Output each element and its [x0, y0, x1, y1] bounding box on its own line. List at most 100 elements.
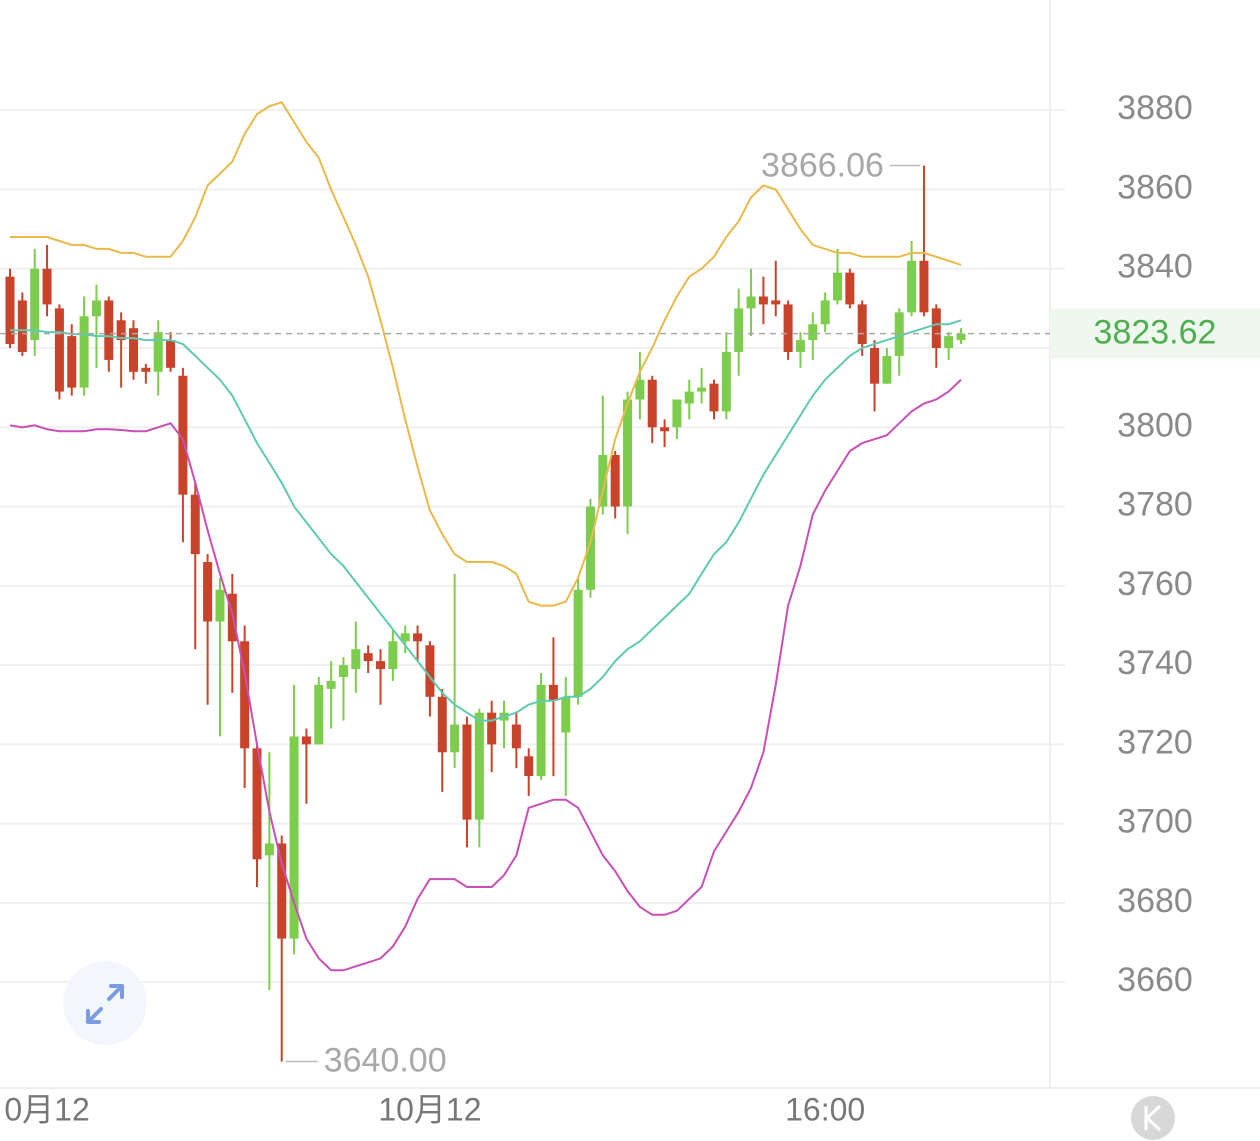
candle-body [30, 268, 40, 341]
candle-body [79, 316, 89, 388]
y-tick-label: 3680 [1117, 882, 1193, 920]
y-tick-label: 3720 [1117, 723, 1193, 761]
candle-body [672, 399, 682, 428]
y-tick-label: 3880 [1117, 89, 1193, 127]
x-tick-label: 0月12 [4, 1091, 89, 1127]
candle-body [635, 379, 645, 400]
candle-body [771, 300, 781, 305]
candle-body [474, 712, 484, 820]
candle-body [956, 333, 966, 341]
y-tick-label: 3840 [1117, 248, 1193, 286]
k-button-bg[interactable] [1131, 1096, 1175, 1140]
band-line [10, 101, 962, 607]
candle-body [610, 455, 620, 507]
x-tick-label: 16:00 [785, 1091, 865, 1127]
candle-body [536, 684, 546, 777]
candle-body [437, 696, 447, 753]
y-tick-label: 3700 [1117, 803, 1193, 841]
candle-body [178, 375, 188, 495]
candle-body [931, 308, 941, 349]
candle-body [5, 276, 15, 345]
band-line [9, 378, 962, 972]
candle-body [894, 312, 904, 356]
candle-body [166, 340, 176, 368]
candle-body [314, 684, 324, 745]
band-line [10, 319, 962, 722]
candle-body [511, 724, 521, 749]
candle-body [795, 340, 805, 352]
candle-body [524, 756, 534, 777]
candle-body [684, 391, 694, 404]
candle-body [647, 379, 657, 428]
candle-body [783, 304, 793, 352]
candle-body [660, 427, 670, 432]
candle-body [845, 272, 855, 305]
candle-body [425, 645, 435, 697]
candle-body [388, 641, 398, 670]
expand-icon[interactable] [86, 984, 124, 1024]
candle-body [54, 308, 64, 392]
y-tick-label: 3800 [1117, 406, 1193, 444]
candle-body [376, 661, 386, 670]
candle-body [240, 641, 250, 749]
candle-body [585, 506, 595, 590]
expand-button-bg[interactable] [63, 961, 147, 1045]
last-price-badge [1050, 308, 1260, 359]
y-tick-label: 3660 [1117, 961, 1193, 999]
candle-body [42, 268, 52, 305]
candle-body [326, 680, 336, 689]
candle-body [832, 272, 842, 301]
candle-body [338, 665, 348, 677]
candle-body [870, 348, 880, 384]
candle-body [153, 332, 163, 372]
candle-body [746, 296, 756, 309]
plot: 3866.06 3640.00 [0, 101, 1065, 1079]
candle-body [697, 387, 707, 392]
y-tick-label: 3760 [1117, 565, 1193, 603]
candle-body [264, 843, 274, 856]
candle-body [462, 724, 472, 820]
expand-button[interactable] [63, 961, 147, 1045]
candle-body [277, 843, 287, 939]
candle-body [129, 328, 139, 372]
candle-body [215, 589, 225, 622]
candle-body [363, 653, 373, 662]
candle-body [709, 383, 719, 412]
candle-body [413, 633, 423, 642]
candle-body [944, 336, 954, 349]
candle-body [116, 320, 126, 341]
candle-body [351, 649, 361, 670]
candle-body [141, 367, 151, 372]
k-icon[interactable] [1144, 1104, 1162, 1132]
candle-body [104, 300, 114, 360]
candle-body [820, 300, 830, 325]
last-price-label: 3823.62 [1094, 314, 1217, 352]
candle-body [721, 351, 731, 412]
candle-body [758, 296, 768, 305]
candle-body [598, 455, 608, 507]
candle-body [623, 399, 633, 507]
candle-body [190, 494, 200, 555]
candle-body [548, 684, 558, 701]
candle-body [252, 748, 262, 860]
candle-body [400, 633, 410, 642]
x-tick-label: 10月12 [378, 1091, 481, 1127]
candle-body [289, 736, 299, 939]
candle-body [561, 696, 571, 733]
candle-body [919, 260, 929, 313]
candle-body [573, 589, 583, 697]
candle-body [67, 336, 77, 388]
candle-body [487, 712, 497, 745]
candle-body [91, 300, 101, 317]
candle-body [17, 300, 27, 352]
high-label: 3866.06 [761, 146, 884, 184]
candle-body [857, 304, 867, 345]
candle-body [808, 324, 818, 341]
y-tick-label: 3860 [1117, 168, 1193, 206]
candle-body [203, 562, 213, 622]
candle-body [450, 724, 460, 753]
low-label: 3640.00 [324, 1041, 447, 1079]
k-button[interactable] [1131, 1096, 1175, 1140]
candle-body [301, 736, 311, 745]
